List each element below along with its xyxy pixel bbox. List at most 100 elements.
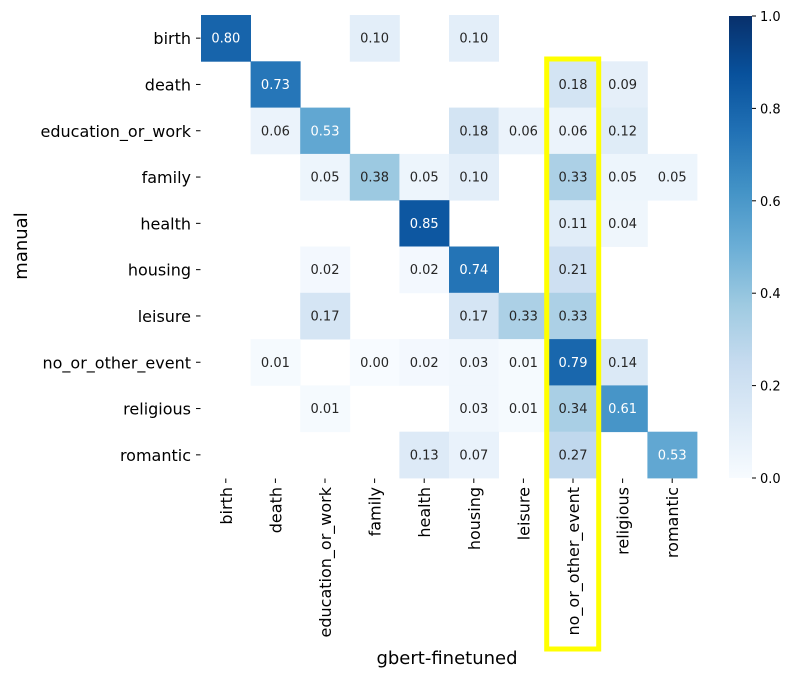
heatmap-cell (548, 385, 599, 433)
heatmap-cell (349, 15, 400, 62)
heatmap-cell-value: 0.17 (459, 309, 488, 324)
heatmap-cell (548, 107, 599, 155)
heatmap-cell-value: 0.01 (509, 402, 538, 417)
heatmap-cell (349, 339, 400, 386)
heatmap-cell (597, 61, 648, 108)
x-tick-label: no_or_other_event (564, 487, 584, 636)
heatmap-cell-value: 0.33 (509, 309, 538, 324)
heatmap-cell-value: 0.11 (559, 217, 588, 232)
heatmap-cell-value: 0.05 (658, 171, 687, 186)
colorbar-tick-label: 0.6 (760, 195, 781, 210)
heatmap-cell (250, 61, 301, 108)
heatmap-cell-value: 0.33 (559, 309, 588, 324)
colorbar-gradient (729, 16, 752, 478)
heatmap-cells (201, 15, 698, 479)
heatmap-cell (498, 107, 549, 155)
heatmap-cell-value: 0.06 (559, 124, 588, 139)
heatmap-cell (250, 107, 301, 155)
colorbar-tick-label: 0.2 (760, 380, 781, 395)
heatmap-cell (548, 61, 599, 108)
heatmap-cell-value: 0.06 (509, 124, 538, 139)
heatmap-cell-value: 0.09 (608, 78, 637, 93)
highlight-column-box (544, 56, 602, 652)
heatmap-cell (449, 385, 499, 433)
heatmap-cell (349, 153, 400, 201)
heatmap-cell (449, 431, 499, 479)
heatmap-cell-value: 0.38 (360, 171, 389, 186)
heatmap-cell (597, 200, 648, 247)
colorbar: 0.0 0.2 0.4 0.6 0.8 1.0 (729, 10, 781, 487)
heatmap-cell (597, 385, 648, 433)
heatmap-cell (300, 153, 351, 201)
heatmap-cell-value: 0.01 (509, 356, 538, 371)
heatmap-cell (597, 107, 648, 155)
heatmap-cell-value: 0.21 (559, 263, 588, 278)
heatmap-cell (548, 153, 599, 201)
heatmap-cell-value: 0.07 (459, 448, 488, 463)
heatmap-cell-value: 0.10 (360, 32, 389, 47)
heatmap-cell-value: 0.06 (261, 124, 290, 139)
x-axis-ticks: birth death education_or_work family health h… (217, 478, 682, 637)
heatmap-cell-value: 0.79 (559, 356, 588, 371)
heatmap-cell-value: 0.03 (459, 356, 488, 371)
x-tick-label: housing (465, 487, 484, 550)
heatmap-cell (647, 431, 698, 479)
x-tick-label: leisure (514, 487, 533, 540)
heatmap-cell-value: 0.53 (658, 448, 687, 463)
heatmap-cell (399, 200, 450, 247)
x-tick-label: romantic (663, 487, 682, 558)
heatmap-cell-value: 0.18 (559, 78, 588, 93)
x-tick-label: religious (614, 487, 633, 555)
heatmap-cell (548, 339, 599, 386)
heatmap-cell (597, 339, 648, 386)
heatmap-cell (449, 107, 499, 155)
heatmap-cell-value: 0.10 (459, 171, 488, 186)
heatmap-cell (250, 339, 301, 386)
heatmap-cell-value: 0.33 (559, 171, 588, 186)
colorbar-tick-label: 0.0 (760, 472, 781, 487)
y-axis-title: manual (11, 212, 32, 279)
y-tick-label: religious (123, 400, 191, 419)
y-tick-label: death (145, 75, 191, 94)
heatmap-cell (449, 339, 499, 386)
y-tick-label: family (142, 168, 191, 187)
x-tick-label: birth (217, 487, 236, 525)
heatmap-cell-value: 0.73 (261, 78, 290, 93)
heatmap-cell-value: 0.18 (459, 124, 488, 139)
heatmap-cell-value: 0.61 (608, 402, 637, 417)
heatmap-cell (498, 385, 549, 433)
x-tick-label: family (366, 487, 385, 536)
heatmap-cell-value: 0.10 (459, 32, 488, 47)
heatmap-cell-value: 0.02 (410, 356, 439, 371)
x-tick-label: death (266, 487, 285, 533)
colorbar-ticks: 0.0 0.2 0.4 0.6 0.8 1.0 (752, 10, 781, 487)
heatmap-cell-value: 0.02 (311, 263, 340, 278)
heatmap-cell (597, 153, 648, 201)
x-axis-title: gbert-finetuned (376, 648, 517, 669)
heatmap-cell-value: 0.01 (311, 402, 340, 417)
y-tick-label: health (140, 214, 191, 233)
heatmap-cell-value: 0.85 (410, 217, 439, 232)
heatmap-cell-value: 0.34 (559, 402, 588, 417)
heatmap-cell-value: 0.04 (608, 217, 637, 232)
colorbar-tick-label: 1.0 (760, 10, 781, 25)
heatmap-cell (201, 15, 251, 62)
heatmap-cell (449, 153, 499, 201)
heatmap-cell (399, 153, 450, 201)
colorbar-tick-label: 0.8 (760, 102, 781, 117)
heatmap-cell-value: 0.05 (311, 171, 340, 186)
y-tick-label: education_or_work (41, 122, 192, 142)
heatmap-cell (399, 246, 450, 294)
heatmap-cell (548, 246, 599, 294)
heatmap-cell (548, 200, 599, 247)
heatmap-cell-value: 0.17 (311, 309, 340, 324)
heatmap-cell-value: 0.27 (559, 448, 588, 463)
y-tick-label: housing (128, 261, 191, 280)
y-tick-label: romantic (120, 446, 191, 465)
heatmap-cell (498, 339, 549, 386)
heatmap-cell (300, 246, 351, 294)
heatmap-cell-value: 0.74 (459, 263, 488, 278)
heatmap-cell (399, 431, 450, 479)
